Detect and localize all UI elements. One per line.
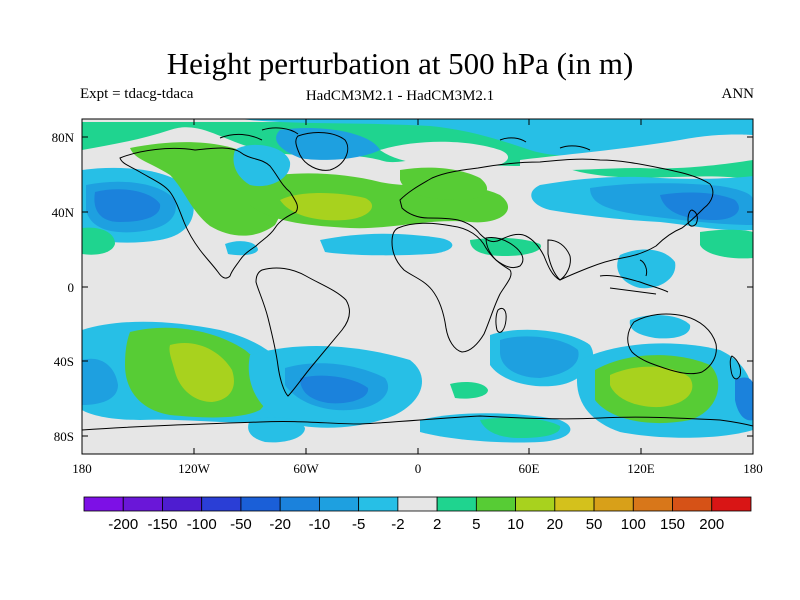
colorbar-swatch — [711, 496, 752, 512]
contour-atlantic-yellow — [280, 193, 373, 221]
colorbar-swatch — [358, 496, 399, 512]
contour-south-atlantic-blue-2 — [300, 375, 369, 404]
lon-label-0: 0 — [415, 461, 422, 476]
colorbar-swatch — [397, 496, 438, 512]
colorbar-label: -2 — [391, 516, 404, 533]
contour-arctic-blue — [240, 119, 753, 156]
colorbar-label: -150 — [147, 516, 177, 533]
colorbar-label: 2 — [433, 516, 441, 533]
colorbar-label: 5 — [472, 516, 480, 533]
contour-tasman-cyan — [629, 315, 691, 339]
map-title: Height perturbation at 500 hPa (in m) — [166, 46, 634, 81]
coastlines — [82, 127, 753, 431]
colorbar-swatch — [279, 496, 320, 512]
tick-marks — [82, 119, 753, 454]
colorbar-label: 200 — [699, 516, 724, 533]
colorbar-swatch — [593, 496, 634, 512]
lon-label-180w: 180 — [72, 461, 92, 476]
colorbar-label: 50 — [586, 516, 603, 533]
contour-drake-cyan — [248, 417, 305, 443]
colorbar-swatch — [554, 496, 595, 512]
colorbar-label: -200 — [108, 516, 138, 533]
contour-tropical-green-east — [700, 229, 753, 259]
colorbar-swatch — [201, 496, 242, 512]
contour-australia-yellow — [610, 366, 693, 408]
contour-gray-band-east — [520, 134, 753, 171]
lon-label-180e: 180 — [743, 461, 763, 476]
coast-south-america — [255, 267, 350, 397]
coast-new-zealand — [729, 355, 741, 380]
coast-north-america — [119, 147, 298, 279]
contour-north-pacific-blue-2 — [94, 189, 161, 222]
colorbar: -200 -150 -100 -50 -20 -10 -5 -2 2 5 10 20 50 100 150 2… — [83, 496, 752, 533]
coast-india — [547, 239, 571, 281]
colorbar-label: -50 — [230, 516, 252, 533]
coast-arctic-islands — [219, 127, 591, 151]
colorbar-swatch — [436, 496, 477, 512]
coast-arabia — [485, 237, 524, 269]
colorbar-label: -100 — [187, 516, 217, 533]
colorbar-label: 10 — [507, 516, 524, 533]
models-label: HadCM3M2.1 - HadCM3M2.1 — [305, 88, 495, 104]
colorbar-label: 20 — [546, 516, 563, 533]
coast-greenland — [295, 132, 349, 171]
lon-label-60w: 60W — [293, 461, 319, 476]
lon-label-60e: 60E — [519, 461, 540, 476]
lon-label-120e: 120E — [627, 461, 655, 476]
colorbar-swatch — [632, 496, 673, 512]
colorbar-swatch — [122, 496, 163, 512]
contour-tropical-green-west — [82, 227, 115, 255]
contour-eurasia-blue-2 — [660, 192, 739, 220]
contour-south-pacific-yellow — [169, 342, 234, 402]
contour-se-blue — [735, 377, 753, 421]
lat-label-40n: 40N — [52, 205, 75, 220]
coast-australia — [627, 313, 717, 375]
colorbar-label: 150 — [660, 516, 685, 533]
coast-antarctica — [82, 415, 753, 431]
contour-southern-green-small — [450, 382, 488, 399]
colorbar-label: -5 — [352, 516, 365, 533]
coast-madagascar — [495, 307, 507, 333]
contour-canada-blue — [233, 144, 291, 187]
lon-label-120w: 120W — [178, 461, 211, 476]
colorbar-label: -10 — [309, 516, 331, 533]
colorbar-swatch — [672, 496, 713, 512]
contour-arctic-blue-2 — [276, 128, 380, 160]
contour-fields — [82, 119, 753, 443]
coast-indonesia — [599, 259, 669, 295]
lat-label-0: 0 — [68, 280, 75, 295]
colorbar-swatch — [240, 496, 281, 512]
lat-label-40s: 40S — [54, 354, 74, 369]
lat-label-80n: 80N — [52, 130, 75, 145]
contour-arctic-gray — [380, 141, 509, 169]
contour-atlantic-cyan-strip — [320, 233, 453, 256]
lat-label-80s: 80S — [54, 429, 74, 444]
colorbar-swatch — [515, 496, 556, 512]
colorbar-swatch — [475, 496, 516, 512]
colorbar-swatch — [83, 496, 124, 512]
colorbar-label: 100 — [621, 516, 646, 533]
colorbar-label: -20 — [269, 516, 291, 533]
colorbar-swatch — [162, 496, 203, 512]
experiment-label: Expt = tdacg-tdaca — [80, 86, 194, 102]
coast-japan — [687, 209, 698, 227]
contour-south-indian-blue — [500, 336, 579, 378]
contour-europe-green — [400, 167, 488, 200]
contour-antarctic-green — [480, 417, 561, 438]
coast-eurasia — [399, 158, 714, 281]
colorbar-swatch — [319, 496, 360, 512]
coast-africa — [391, 222, 512, 353]
season-label: ANN — [721, 86, 755, 102]
contour-ocean-cyan-small — [225, 241, 258, 256]
contour-south-pacific-blue — [82, 358, 118, 405]
